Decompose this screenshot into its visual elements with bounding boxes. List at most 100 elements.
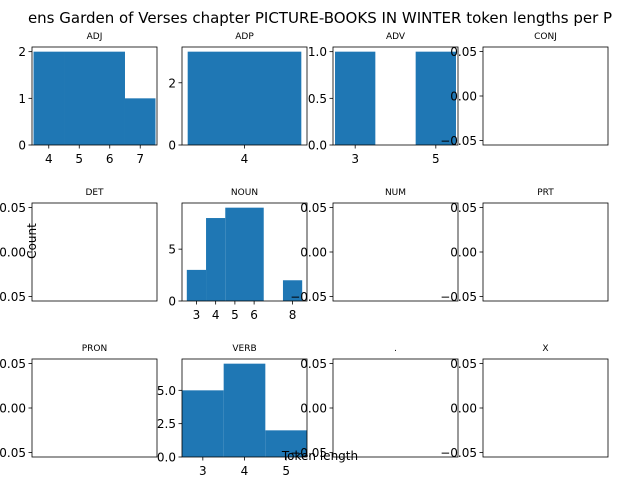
subplot: . −0.05 0.00 0.05 [290,344,459,460]
y-tick-label: 0.5 [308,92,327,106]
histogram-bar [225,207,245,301]
y-tick-label: 0.05 [450,357,477,371]
histogram-bar [124,98,156,145]
x-tick-label: 8 [289,308,297,322]
y-tick-label: 0.05 [0,357,26,371]
x-tick-label: 6 [250,308,258,322]
y-tick-label: 0.00 [0,246,26,260]
subplot: ADP 0 2 4 [168,32,308,166]
y-tick-label: −0.05 [440,134,477,148]
subplot: DET −0.05 0.00 0.05 [0,188,158,304]
y-tick-label: 1 [18,92,26,106]
subplot-title: ADJ [87,32,103,42]
histogram-bar [244,207,264,301]
y-tick-label: 0.05 [450,201,477,215]
histogram-bar [186,269,207,301]
x-tick-label: 5 [282,464,290,478]
y-tick-label: 0.00 [450,246,477,260]
histogram-bar [94,51,125,145]
y-tick-label: 0.05 [300,357,327,371]
x-tick-label: 5 [432,152,440,166]
x-tick-label: 4 [212,308,220,322]
subplot-title: DET [85,188,104,198]
subplot: X −0.05 0.00 0.05 [440,344,609,460]
y-tick-label: 2 [168,76,176,90]
y-tick-label: 0.05 [0,201,26,215]
subplot: NUM −0.05 0.00 0.05 [290,188,459,304]
subplot: ADJ 0 1 2 4 5 6 7 [18,32,158,166]
histogram-bar [64,51,95,145]
subplot: PRT −0.05 0.00 0.05 [440,188,609,304]
figure-title: ens Garden of Verses chapter PICTURE-BOO… [28,9,612,27]
subplot-title: NOUN [231,188,258,198]
axes-frame [31,358,158,458]
y-tick-label: 2 [18,45,26,59]
subplot: VERB 0.0 2.5 5.0 3 4 5 [157,344,308,478]
y-tick-label: −0.05 [440,290,477,304]
x-tick-label: 3 [193,308,201,322]
subplot: ADV 0.0 0.5 1.0 3 5 [308,32,459,166]
y-tick-label: 2.5 [157,417,176,431]
x-axis-label: Token length [281,449,358,463]
y-tick-label: 1.0 [308,45,327,59]
axes-frame [332,202,459,302]
subplot-title: ADV [386,32,406,42]
y-tick-label: 0.00 [450,402,477,416]
axes-frame [482,46,609,146]
subplot-title: PRON [82,344,108,354]
y-tick-label: 5.0 [157,384,176,398]
y-tick-label: 0.0 [308,139,327,153]
x-tick-label: 3 [351,152,359,166]
y-tick-label: −0.05 [290,446,327,460]
histogram-bar [415,51,456,145]
histogram-bar [206,218,226,301]
y-tick-label: 0 [168,139,176,153]
y-tick-label: 0.00 [0,402,26,416]
axes-frame [31,46,158,146]
y-tick-label: 0.0 [157,451,176,465]
x-tick-label: 5 [231,308,239,322]
histogram-bar [182,390,224,457]
y-tick-label: 0.00 [300,402,327,416]
histogram-bar [335,51,376,145]
x-tick-label: 7 [136,152,144,166]
x-tick-label: 4 [241,152,249,166]
histogram-bar [187,51,302,145]
axes-frame [31,202,158,302]
y-tick-label: 5 [168,243,176,257]
x-tick-label: 6 [106,152,114,166]
axes-frame [332,358,459,458]
axes-frame [482,202,609,302]
y-axis-label: Count [25,223,39,259]
y-tick-label: 0.05 [450,45,477,59]
y-tick-label: −0.05 [0,446,26,460]
histogram-bar [33,51,65,145]
axes-frame [181,202,308,302]
histogram-bar [282,280,303,301]
subplot-title: . [394,344,397,354]
x-tick-label: 3 [199,464,207,478]
y-tick-label: 0 [18,139,26,153]
axes-frame [482,358,609,458]
subplot-title: ADP [235,32,254,42]
axes-frame [332,46,459,146]
y-tick-label: 0.00 [450,90,477,104]
subplot-title: NUM [385,188,406,198]
subplot-title: X [542,344,548,354]
subplot-title: PRT [537,188,554,198]
x-tick-label: 4 [45,152,53,166]
subplot-title: CONJ [534,32,557,42]
y-tick-label: −0.05 [290,290,327,304]
histogram-bar [265,430,307,457]
y-tick-label: −0.05 [0,290,26,304]
subplot: PRON −0.05 0.00 0.05 [0,344,158,460]
subplot: CONJ −0.05 0.00 0.05 [440,32,609,148]
y-tick-label: 0.00 [300,246,327,260]
x-tick-label: 4 [241,464,249,478]
x-tick-label: 5 [75,152,83,166]
y-tick-label: 0.05 [300,201,327,215]
y-tick-label: 0 [168,295,176,309]
